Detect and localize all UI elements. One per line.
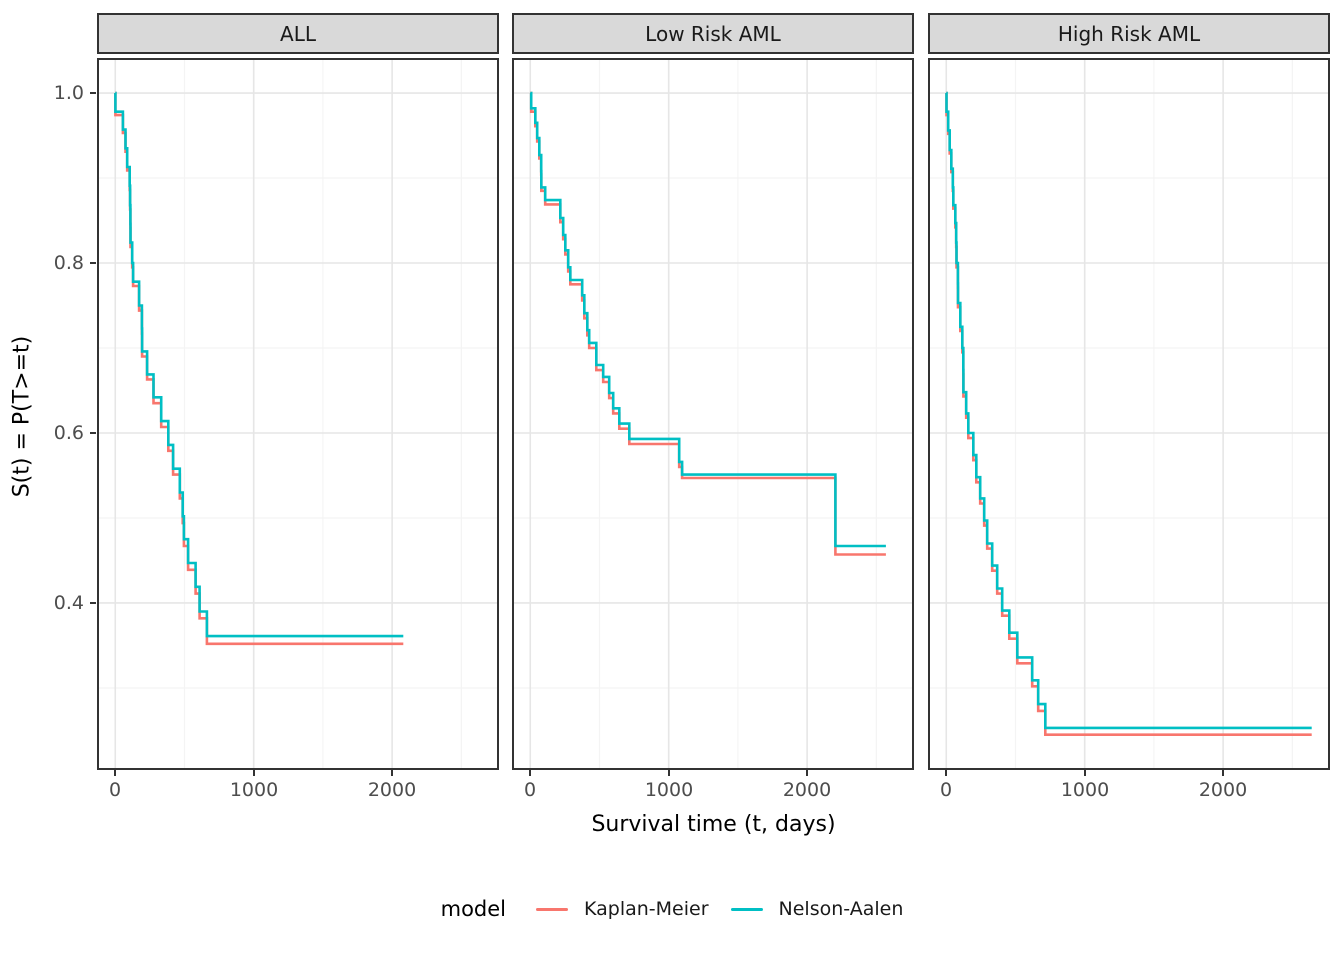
panel-svg-1 bbox=[514, 60, 912, 768]
facet-strip-low-risk-aml: Low Risk AML bbox=[512, 13, 914, 54]
kaplan-meier-line-key-icon bbox=[536, 907, 569, 911]
legend-item-kaplan-meier: Kaplan-Meier bbox=[536, 898, 709, 920]
legend-title: model bbox=[440, 897, 507, 921]
x-tick-mark bbox=[529, 770, 531, 776]
x-tick-mark bbox=[945, 770, 947, 776]
legend: model Kaplan-Meier Nelson-Aalen bbox=[0, 892, 1344, 926]
kaplan-meier-curve bbox=[114, 91, 404, 646]
y-axis-title: S(t) = P(T>=t) bbox=[9, 335, 35, 498]
panel-svg-0 bbox=[99, 60, 497, 768]
x-tick-mark bbox=[114, 770, 116, 776]
panel-svg-2 bbox=[930, 60, 1328, 768]
facet-strip-high-risk-aml: High Risk AML bbox=[928, 13, 1330, 54]
x-tick-mark bbox=[253, 770, 255, 776]
x-tick-label: 0 bbox=[939, 779, 953, 801]
nelson-aalen-curve bbox=[529, 91, 886, 548]
x-axis-title: Survival time (t, days) bbox=[591, 812, 836, 837]
kaplan-meier-curve bbox=[945, 91, 1312, 736]
legend-item-label: Kaplan-Meier bbox=[584, 898, 709, 920]
nelson-aalen-line-key-icon bbox=[730, 907, 763, 911]
facet-strip-label: High Risk AML bbox=[1057, 21, 1201, 46]
x-tick-label: 1000 bbox=[229, 779, 279, 801]
facet-strip-label: Low Risk AML bbox=[645, 21, 781, 46]
y-tick-label: 0.6 bbox=[53, 422, 84, 444]
x-tick-mark bbox=[668, 770, 670, 776]
x-tick-label: 0 bbox=[523, 779, 537, 801]
x-tick-label: 1000 bbox=[1060, 779, 1110, 801]
x-tick-mark bbox=[1084, 770, 1086, 776]
y-tick-mark bbox=[90, 602, 96, 604]
x-tick-label: 2000 bbox=[367, 779, 417, 801]
facet-strip-label: ALL bbox=[280, 21, 316, 46]
x-tick-label: 2000 bbox=[782, 779, 832, 801]
legend-item-label: Nelson-Aalen bbox=[778, 898, 904, 920]
x-tick-mark bbox=[806, 770, 808, 776]
x-tick-label: 2000 bbox=[1198, 779, 1248, 801]
y-tick-label: 1.0 bbox=[53, 82, 84, 104]
x-tick-label: 0 bbox=[108, 779, 122, 801]
y-tick-mark bbox=[90, 92, 96, 94]
y-tick-label: 0.4 bbox=[53, 592, 84, 614]
plot-panel-high-risk-aml bbox=[928, 58, 1330, 770]
plot-panel-all bbox=[97, 58, 499, 770]
x-tick-mark bbox=[1222, 770, 1224, 776]
nelson-aalen-curve bbox=[114, 91, 404, 638]
x-tick-label: 1000 bbox=[644, 779, 694, 801]
x-tick-mark bbox=[391, 770, 393, 776]
facet-strip-all: ALL bbox=[97, 13, 499, 54]
nelson-aalen-curve bbox=[945, 91, 1312, 730]
y-tick-label: 0.8 bbox=[53, 252, 84, 274]
y-tick-mark bbox=[90, 432, 96, 434]
kaplan-meier-curve bbox=[529, 91, 886, 556]
plot-panel-low-risk-aml bbox=[512, 58, 914, 770]
legend-item-nelson-aalen: Nelson-Aalen bbox=[730, 898, 904, 920]
y-tick-mark bbox=[90, 262, 96, 264]
